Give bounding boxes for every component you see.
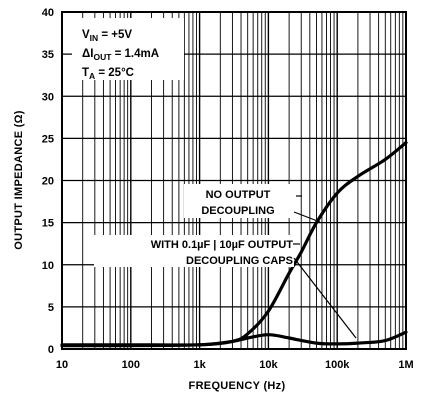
x-tick-label: 1M <box>398 359 413 371</box>
annotation-with-caps-line1: WITH 0.1µF | 10µF OUTPUT <box>151 239 294 251</box>
x-tick-label: 10 <box>56 359 68 371</box>
y-axis-label: OUTPUT IMPEDANCE (Ω) <box>13 110 25 250</box>
y-tick-label: 15 <box>42 218 54 230</box>
y-tick-label: 30 <box>42 91 54 103</box>
annotation-with-caps-box <box>94 235 294 267</box>
annotation-no-decoupling-line1: NO OUTPUT <box>206 189 271 201</box>
series-group <box>60 141 408 348</box>
y-tick-label: 20 <box>42 176 54 188</box>
y-tick-label: 10 <box>42 260 54 272</box>
series-line-2 <box>60 330 408 348</box>
x-tick-label: 100k <box>325 359 350 371</box>
condition-delta-iout: ΔIOUT = 1.4mA <box>82 48 159 62</box>
x-axis-label: FREQUENCY (Hz) <box>189 380 286 392</box>
annotation-with-caps-line2: DECOUPLING CAPS <box>186 255 293 267</box>
annotation-no-decoupling-box <box>184 184 294 218</box>
y-tick-label: 25 <box>42 133 54 145</box>
tick-labels: 10 100 1k 10k 100k 1M 0 5 10 15 20 25 30 35 40 <box>42 7 414 371</box>
x-tick-label: 100 <box>122 359 140 371</box>
y-tick-label: 0 <box>48 344 54 356</box>
x-tick-label: 1k <box>193 359 206 371</box>
y-tick-label: 5 <box>48 302 54 314</box>
x-tick-label: 10k <box>259 359 278 371</box>
annotation-no-decoupling-leader <box>293 211 321 223</box>
y-tick-label: 35 <box>42 49 54 61</box>
conditions-box <box>72 18 184 80</box>
plot-frame <box>61 11 407 350</box>
annotation-with-caps-leader <box>293 257 357 339</box>
condition-vin: VIN = +5V <box>82 29 132 43</box>
condition-ta: TA = 25°C <box>82 67 134 81</box>
y-tick-label: 40 <box>42 7 54 19</box>
annotation-no-decoupling-line2: DECOUPLING <box>201 205 274 217</box>
